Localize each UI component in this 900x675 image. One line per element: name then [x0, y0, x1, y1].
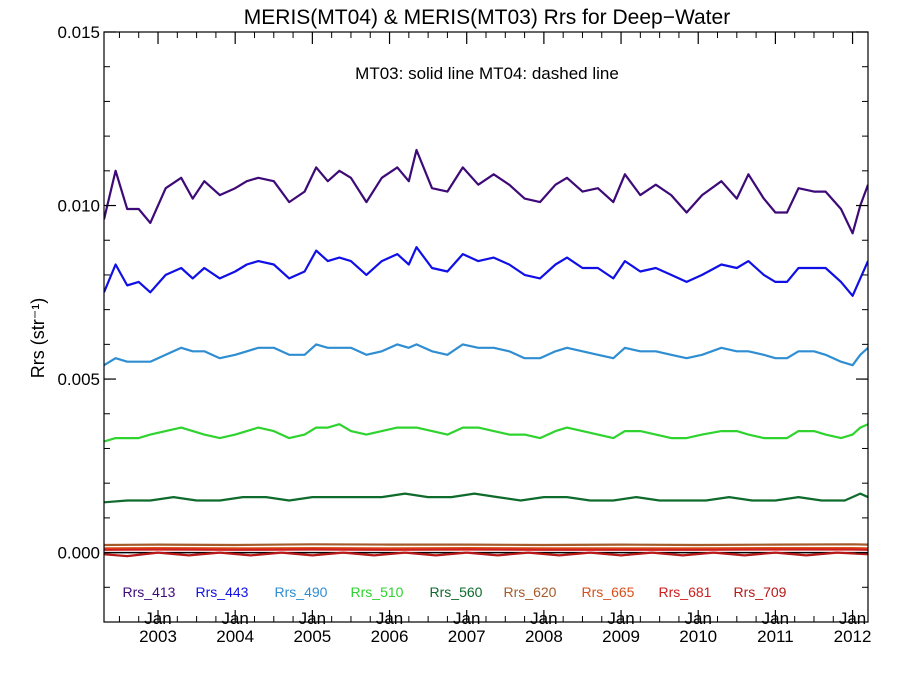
chart-title: MERIS(MT04) & MERIS(MT03) Rrs for Deep−W… — [244, 6, 730, 29]
legend-entry-rrs-709: Rrs_709 — [734, 584, 787, 600]
x-tick-label-year: 2009 — [602, 627, 640, 646]
series-line-rrs-413 — [104, 148, 868, 235]
x-tick-label-year: 2012 — [834, 627, 872, 646]
x-tick-label-year: 2008 — [525, 627, 563, 646]
series-line-rrs-510 — [104, 423, 868, 443]
plot-area — [104, 148, 868, 558]
x-tick-label-month: Jan — [299, 609, 326, 628]
legend-entry-rrs-510: Rrs_510 — [351, 584, 404, 600]
x-tick-label-year: 2004 — [216, 627, 254, 646]
y-tick-label: 0.005 — [57, 370, 100, 389]
legend: Rrs_413 Rrs_443 Rrs_490 Rrs_510 Rrs_560 Rrs_6… — [123, 584, 787, 600]
y-tick-label: 0.015 — [57, 23, 100, 42]
axes: 0.0000.0050.0100.015Jan2003Jan2004Jan200… — [57, 23, 871, 646]
series-line-rrs-709 — [104, 551, 868, 558]
x-tick-label-month: Jan — [530, 609, 557, 628]
line-style-annotation: MT03: solid line MT04: dashed line — [355, 64, 619, 83]
x-tick-label-year: 2006 — [371, 627, 409, 646]
x-tick-label-month: Jan — [685, 609, 712, 628]
plot-frame — [103, 31, 869, 623]
x-tick-label-month: Jan — [839, 609, 866, 628]
legend-entry-rrs-620: Rrs_620 — [504, 584, 557, 600]
legend-entry-rrs-560: Rrs_560 — [430, 584, 483, 600]
y-tick-label: 0.010 — [57, 197, 100, 216]
series-line-rrs-560 — [104, 492, 868, 504]
legend-entry-rrs-490: Rrs_490 — [275, 584, 328, 600]
x-tick-label-month: Jan — [762, 609, 789, 628]
legend-entry-rrs-443: Rrs_443 — [196, 584, 249, 600]
y-axis-label: Rrs (str⁻¹) — [28, 298, 48, 378]
x-tick-label-month: Jan — [376, 609, 403, 628]
x-tick-label-year: 2010 — [679, 627, 717, 646]
x-tick-label-year: 2011 — [757, 627, 794, 646]
series-line-rrs-443 — [104, 246, 868, 297]
x-tick-label-year: 2003 — [139, 627, 177, 646]
series-line-rrs-490 — [104, 343, 868, 367]
x-tick-label-year: 2005 — [293, 627, 331, 646]
legend-entry-rrs-681: Rrs_681 — [659, 584, 712, 600]
x-tick-label-month: Jan — [607, 609, 634, 628]
legend-entry-rrs-413: Rrs_413 — [123, 584, 176, 600]
x-tick-label-month: Jan — [221, 609, 248, 628]
legend-entry-rrs-665: Rrs_665 — [582, 584, 635, 600]
y-tick-label: 0.000 — [57, 544, 100, 563]
x-tick-label-year: 2007 — [448, 627, 486, 646]
x-tick-label-month: Jan — [144, 609, 171, 628]
x-tick-label-month: Jan — [453, 609, 480, 628]
series-line-rrs-620 — [104, 543, 868, 547]
